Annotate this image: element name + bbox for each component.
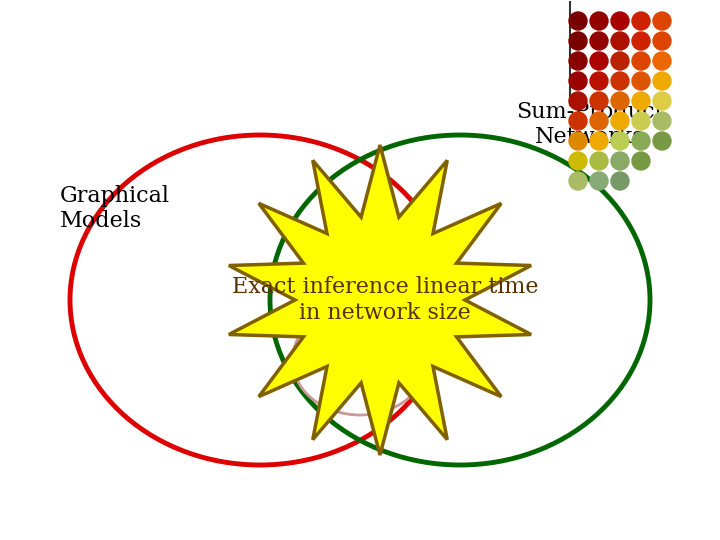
Circle shape — [632, 12, 650, 30]
Circle shape — [632, 52, 650, 70]
Circle shape — [632, 72, 650, 90]
Circle shape — [611, 72, 629, 90]
Circle shape — [632, 32, 650, 50]
Circle shape — [590, 172, 608, 190]
Circle shape — [611, 12, 629, 30]
Circle shape — [590, 152, 608, 170]
Circle shape — [590, 32, 608, 50]
Circle shape — [590, 132, 608, 150]
Circle shape — [569, 152, 587, 170]
Circle shape — [569, 32, 587, 50]
Circle shape — [653, 132, 671, 150]
Circle shape — [590, 72, 608, 90]
Circle shape — [569, 12, 587, 30]
Text: Tractable
Models: Tractable Models — [335, 367, 389, 389]
Circle shape — [632, 132, 650, 150]
Circle shape — [569, 72, 587, 90]
Circle shape — [590, 112, 608, 130]
Polygon shape — [229, 145, 531, 455]
Text: Exact inference linear time
in network size: Exact inference linear time in network s… — [232, 276, 539, 323]
Circle shape — [653, 112, 671, 130]
Circle shape — [632, 152, 650, 170]
Circle shape — [611, 172, 629, 190]
Circle shape — [611, 52, 629, 70]
Circle shape — [611, 32, 629, 50]
Circle shape — [653, 52, 671, 70]
Circle shape — [569, 172, 587, 190]
Circle shape — [569, 92, 587, 110]
Circle shape — [632, 112, 650, 130]
Circle shape — [653, 12, 671, 30]
Circle shape — [653, 32, 671, 50]
Text: Graphical
Models: Graphical Models — [60, 185, 170, 232]
Circle shape — [653, 72, 671, 90]
Circle shape — [590, 12, 608, 30]
Text: Sum-Product
Networks: Sum-Product Networks — [516, 100, 664, 148]
Circle shape — [611, 152, 629, 170]
Circle shape — [590, 92, 608, 110]
Circle shape — [611, 112, 629, 130]
Circle shape — [569, 112, 587, 130]
Circle shape — [569, 52, 587, 70]
Circle shape — [653, 92, 671, 110]
Circle shape — [611, 92, 629, 110]
Circle shape — [590, 52, 608, 70]
Circle shape — [611, 132, 629, 150]
Circle shape — [632, 92, 650, 110]
Circle shape — [569, 132, 587, 150]
